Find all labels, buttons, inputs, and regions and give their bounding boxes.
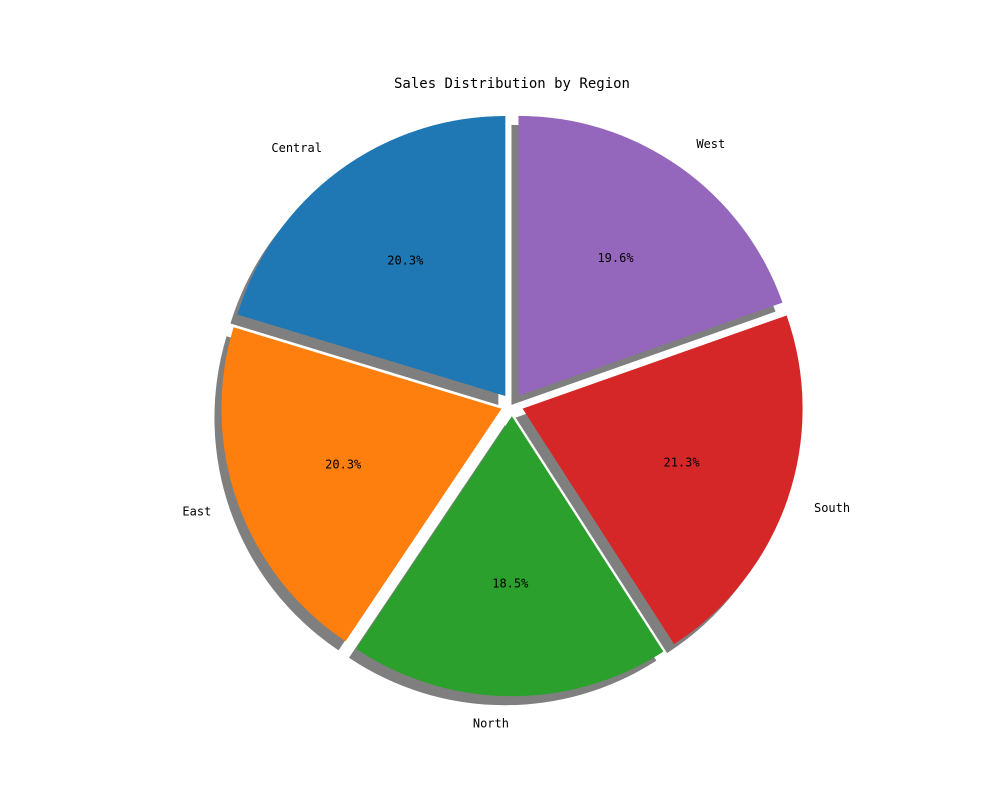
- pie-slice-east: [221, 327, 502, 642]
- pct-label-central: 20.3%: [387, 254, 424, 268]
- category-label-north: North: [473, 717, 509, 731]
- category-label-east: East: [182, 505, 211, 519]
- pct-label-south: 21.3%: [663, 456, 700, 470]
- pct-label-north: 18.5%: [492, 577, 529, 591]
- category-label-west: West: [696, 137, 725, 151]
- pct-label-east: 20.3%: [325, 458, 362, 472]
- category-label-south: South: [814, 501, 850, 515]
- percentage-labels: 20.3% 20.3% 18.5% 21.3% 19.6%: [325, 251, 700, 590]
- pie-slice-north: [355, 416, 664, 697]
- pie-slice-south: [522, 315, 803, 645]
- chart-title: Sales Distribution by Region: [394, 76, 630, 92]
- pct-label-west: 19.6%: [597, 251, 634, 265]
- category-label-central: Central: [271, 141, 322, 155]
- category-labels: Central East North South West: [182, 137, 850, 731]
- pie-slices: [221, 115, 803, 697]
- pie-slice-central: [237, 116, 506, 397]
- pie-slice-west: [518, 115, 783, 396]
